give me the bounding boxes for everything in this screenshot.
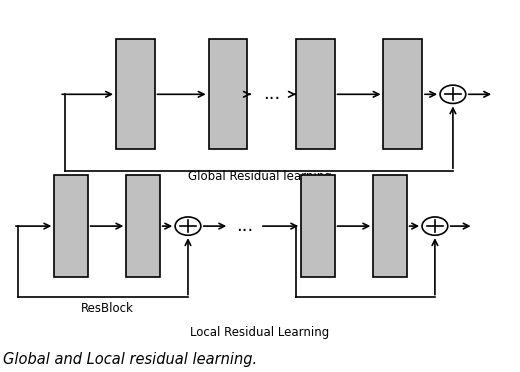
Bar bbox=[383, 39, 422, 149]
Text: Local Residual Learning: Local Residual Learning bbox=[190, 326, 330, 339]
Bar bbox=[301, 175, 334, 278]
Circle shape bbox=[440, 85, 466, 103]
Text: Global Residual learning: Global Residual learning bbox=[188, 170, 332, 183]
Bar bbox=[373, 175, 407, 278]
Text: ResBlock: ResBlock bbox=[81, 302, 134, 315]
Bar bbox=[209, 39, 247, 149]
Text: ...: ... bbox=[236, 217, 253, 235]
Bar bbox=[116, 39, 154, 149]
Bar bbox=[54, 175, 88, 278]
Text: Global and Local residual learning.: Global and Local residual learning. bbox=[3, 352, 257, 367]
Bar bbox=[126, 175, 160, 278]
Circle shape bbox=[422, 217, 448, 235]
Circle shape bbox=[175, 217, 201, 235]
Text: ...: ... bbox=[263, 85, 280, 103]
Bar bbox=[296, 39, 334, 149]
